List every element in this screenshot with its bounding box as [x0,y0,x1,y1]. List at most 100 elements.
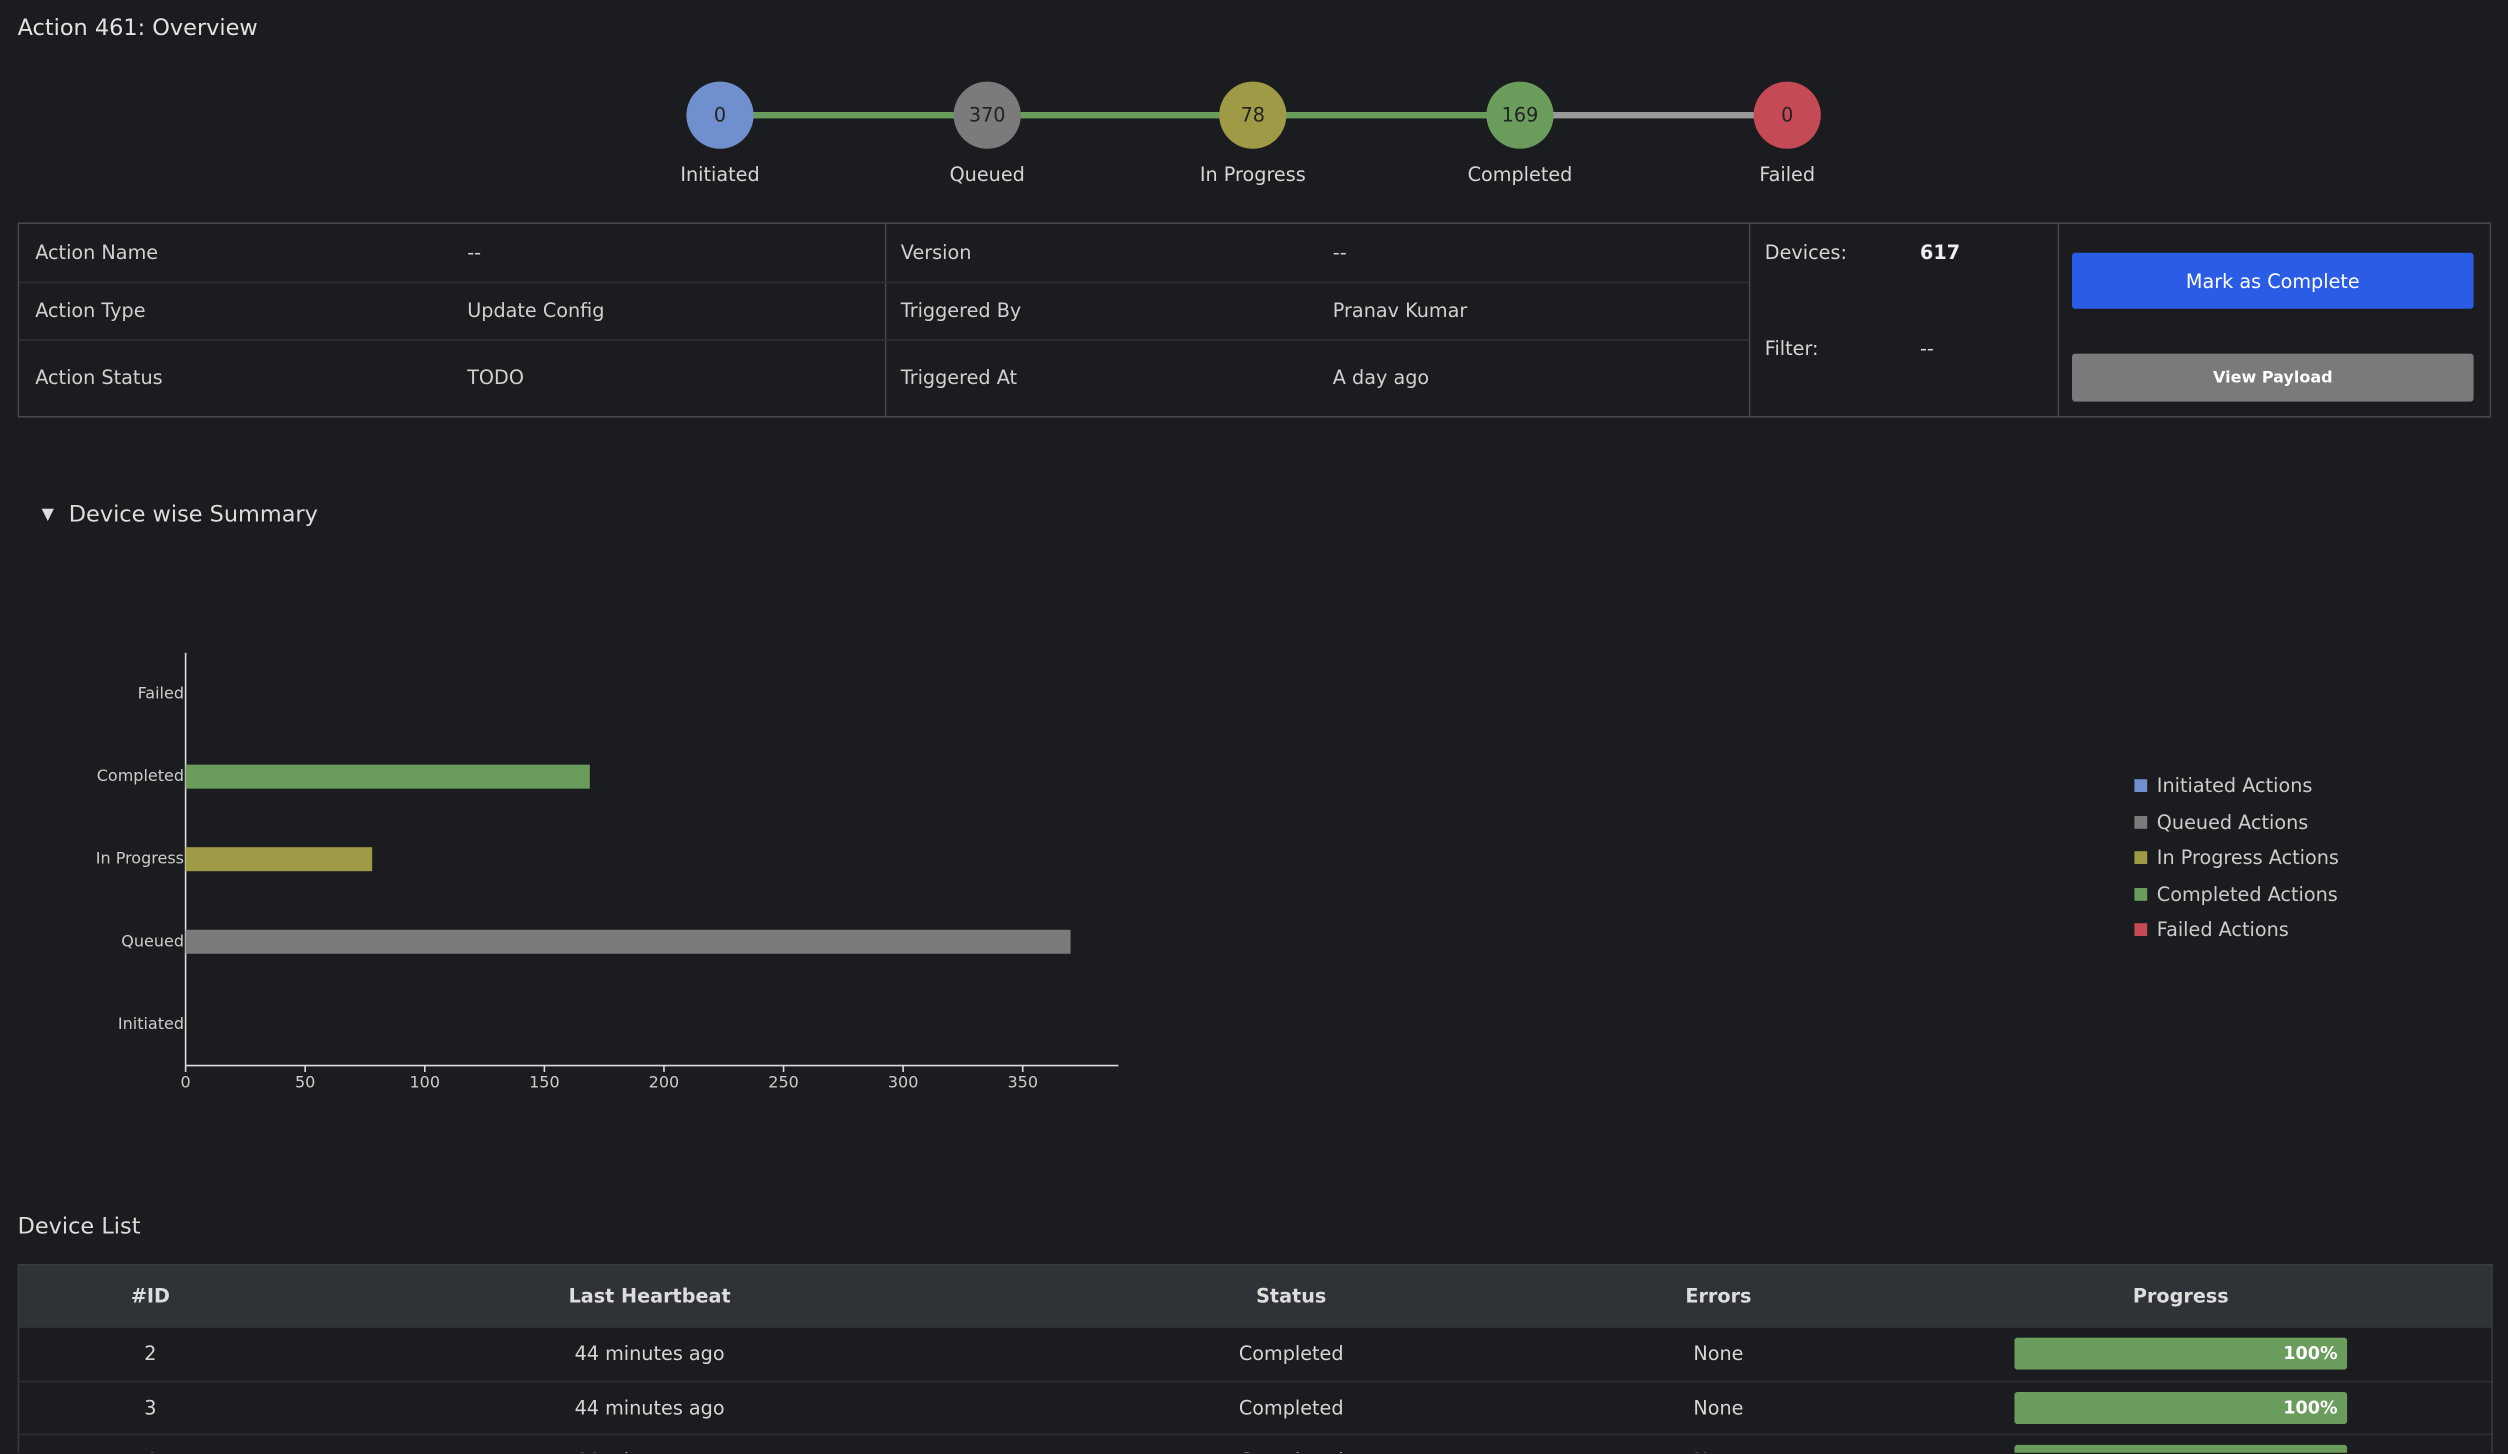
cell: 44 minutes ago [574,1396,725,1419]
legend-swatch [2134,923,2148,936]
stage-label: In Progress [1199,163,1306,186]
x-tick-label: 300 [888,1073,919,1092]
cell: None [1693,1450,1743,1453]
x-tick-label: 50 [295,1073,315,1092]
bar [185,929,1071,954]
stage-label: Queued [949,163,1025,186]
connector [1252,112,1520,119]
progress-track: 100% [2014,1337,2348,1370]
x-tick-label: 200 [649,1073,680,1092]
cell: 44 minutes ago [575,1450,725,1453]
connector [720,112,988,119]
stage-label: Failed [1759,163,1816,186]
row-divider [19,339,1749,341]
info-label: Action Status [35,366,163,389]
stage-circle: 370 [953,81,1021,149]
device-table: #ID Last Heartbeat Status Errors Progress 2 44… [17,1264,2493,1453]
progress-bar [2014,1391,2348,1424]
info-value: -- [467,241,482,264]
progress-label: 100% [2283,1343,2338,1364]
info-label: Triggered At [900,366,1018,389]
x-tick-label: 150 [529,1073,560,1092]
info-label: Filter: [1764,337,1819,360]
progress-bar [2014,1337,2348,1370]
collapse-toggle[interactable]: ▼ [41,506,54,524]
x-tick-label: 100 [410,1073,441,1092]
row-divider [19,1326,2492,1328]
bar [185,764,590,789]
cell: None [1693,1342,1744,1365]
column-header: Progress [2132,1284,2229,1308]
stage-circle: 78 [1219,81,1287,149]
cell: 2 [144,1342,157,1365]
stage-circle: 169 [1486,81,1554,149]
mark-complete-button[interactable]: Mark as Complete [2072,252,2474,309]
divider [2057,224,2060,416]
section-title: Device List [17,1214,141,1240]
x-tick-label: 0 [181,1073,191,1092]
stage-circle: 0 [686,81,754,149]
page-title: Action 461: Overview [17,16,258,42]
x-tick-label: 350 [1007,1073,1038,1092]
legend-label: Queued Actions [2156,810,2309,833]
info-label: Version [900,241,972,264]
section-title[interactable]: Device wise Summary [68,502,318,528]
info-label: Action Name [35,241,159,264]
legend-label: Failed Actions [2156,918,2289,941]
y-tick-label: Queued [121,931,184,950]
cell: Completed [1238,1396,1344,1419]
info-value: Pranav Kumar [1332,299,1468,322]
info-panel: Action Name -- Version -- Action Type Update … [17,222,2492,418]
column-header: #ID [130,1284,170,1308]
divider [884,224,887,416]
progress-track: 100% [2014,1444,2348,1453]
progress-bar [2014,1444,2348,1453]
stage-circle: 0 [1753,81,1821,149]
row-divider [19,281,1749,284]
bar-chart: 0 50 100 150 200 250 300 350 Initiated Queued In P… [96,652,1119,1092]
row-divider [19,1380,2492,1382]
cell: Completed [1239,1450,1344,1453]
legend-label: Initiated Actions [2156,774,2313,797]
bar [185,847,373,872]
info-value: -- [1920,337,1934,360]
legend-label: In Progress Actions [2156,846,2339,869]
connector [987,112,1253,119]
progress-label: 100% [2283,1396,2338,1418]
row-divider [19,1433,2492,1436]
connector [1520,112,1788,119]
table-header [19,1265,2492,1327]
info-value: 617 [1920,241,1961,264]
progress-label: 100% [2283,1450,2337,1452]
view-payload-button[interactable]: View Payload [2072,353,2474,402]
stage-label: Completed [1467,163,1573,186]
cell: Completed [1238,1342,1344,1365]
info-value: Update Config [467,299,605,322]
cell: 3 [144,1396,157,1419]
legend-swatch [2134,779,2148,792]
y-tick-label: Failed [138,684,184,703]
info-label: Action Type [35,299,146,322]
legend-swatch [2134,851,2148,864]
cell: None [1693,1396,1744,1419]
y-tick-label: In Progress [96,849,184,868]
y-tick-label: Initiated [118,1014,184,1033]
column-header: Status [1256,1284,1327,1308]
legend-label: Completed Actions [2156,882,2338,905]
column-header: Last Heartbeat [568,1284,731,1308]
info-value: TODO [467,366,524,389]
divider [1748,224,1751,416]
x-tick-label: 250 [768,1073,799,1092]
legend-swatch [2134,887,2148,900]
column-header: Errors [1685,1284,1752,1308]
legend-swatch [2134,815,2148,828]
progress-track: 100% [2014,1391,2348,1424]
cell: 4 [144,1450,156,1453]
info-label: Triggered By [900,299,1022,322]
stage-label: Initiated [680,163,760,186]
cell: 44 minutes ago [574,1342,725,1365]
info-value: -- [1332,241,1347,264]
y-tick-label: Completed [97,766,184,785]
